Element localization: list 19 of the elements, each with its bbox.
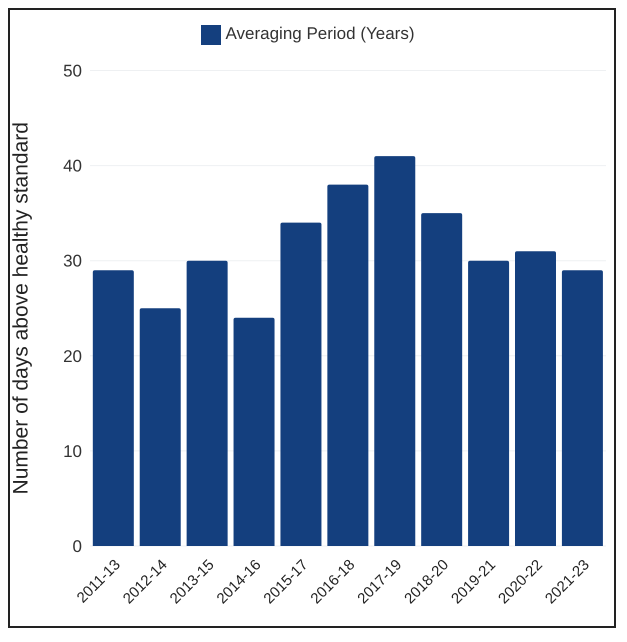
bar bbox=[140, 308, 181, 546]
y-tick-label: 20 bbox=[63, 346, 82, 366]
y-axis-title: Number of days above healthy standard bbox=[9, 122, 32, 494]
bar bbox=[562, 270, 603, 546]
bar bbox=[92, 270, 134, 546]
bar bbox=[421, 213, 462, 546]
y-tick-label: 10 bbox=[63, 442, 82, 461]
y-tick-label: 50 bbox=[63, 62, 82, 81]
bar bbox=[234, 318, 275, 546]
bar bbox=[280, 222, 322, 546]
legend-label: Averaging Period (Years) bbox=[225, 24, 414, 43]
y-tick-label: 40 bbox=[63, 156, 82, 176]
y-tick-label: 0 bbox=[72, 537, 82, 556]
bar bbox=[186, 260, 228, 546]
bar bbox=[468, 260, 510, 546]
bar bbox=[374, 156, 416, 546]
bar bbox=[327, 184, 368, 546]
y-tick-label: 30 bbox=[63, 252, 82, 271]
bar bbox=[514, 251, 556, 546]
